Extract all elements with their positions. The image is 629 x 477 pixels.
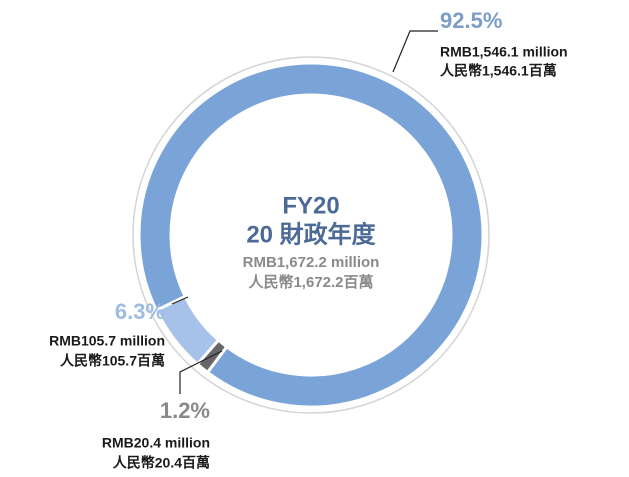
center-label: 人民幣1,672.2百萬	[248, 273, 373, 291]
amount-label-en: RMB1,546.1 million	[440, 44, 568, 60]
amount-label-en: RMB105.7 million	[49, 333, 165, 349]
donut-slice	[137, 61, 485, 409]
amount-label-zh: 人民幣20.4百萬	[113, 455, 210, 471]
center-label: 20 財政年度	[246, 220, 376, 248]
leader-line	[171, 296, 189, 305]
center-label: RMB1,672.2 million	[243, 254, 380, 271]
leader-line	[179, 350, 223, 394]
amount-label-zh: 人民幣1,546.1百萬	[440, 63, 557, 79]
value-label: 92.5%	[440, 8, 502, 33]
donut-outline	[132, 56, 490, 414]
amount-label-zh: 人民幣105.7百萬	[60, 353, 165, 369]
value-label: 6.3%	[115, 299, 165, 324]
center-label: FY20	[282, 192, 339, 219]
value-label: 1.2%	[160, 398, 210, 423]
leader-line	[392, 30, 438, 73]
amount-label-en: RMB20.4 million	[102, 435, 210, 451]
